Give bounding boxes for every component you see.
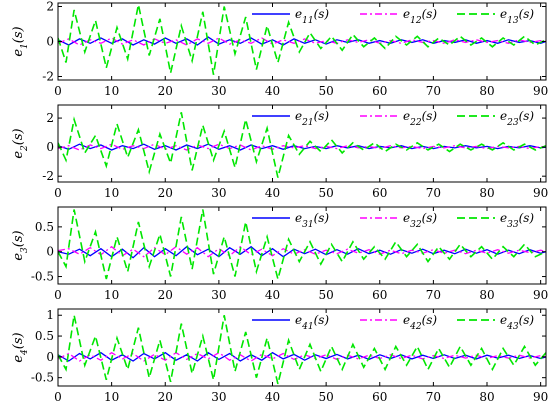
x-tick-label: 20 (158, 288, 173, 302)
legend-label-3: e13(s) (500, 7, 534, 26)
plot-area (58, 207, 546, 284)
x-tick-label: 0 (54, 186, 62, 200)
x-tick-label: 80 (479, 288, 494, 302)
x-tick-label: 70 (426, 186, 441, 200)
legend-label-3: e43(s) (500, 313, 534, 332)
legend-label-1: e21(s) (295, 109, 329, 128)
subplot-3: 0 10 20 30 40 50 60 70 80 90-0.500.5e3(s)e31(s) e3… (11, 206, 548, 302)
x-tick-label: 10 (104, 186, 119, 200)
x-tick-label: 90 (533, 390, 548, 404)
x-tick-label: 80 (479, 84, 494, 98)
x-tick-label: 60 (372, 288, 387, 302)
y-tick-label: -0.5 (31, 270, 54, 284)
axes-box (57, 104, 547, 183)
x-tick-label: 70 (426, 84, 441, 98)
y-axis-label: e1(s) (11, 26, 30, 56)
series-line-3 (58, 209, 546, 283)
x-tick-label: 90 (533, 84, 548, 98)
x-tick-label: 20 (158, 186, 173, 200)
legend-label-3: e23(s) (500, 109, 534, 128)
y-tick-label: 2 (46, 0, 54, 14)
legend-label-1: e41(s) (295, 313, 329, 332)
y-tick-label: 0 (46, 140, 54, 154)
series-line-1 (58, 351, 546, 362)
series-line-3 (58, 315, 546, 385)
legend: e31(s) e32(s) e33(s) (252, 211, 534, 230)
y-tick-label: -2 (42, 70, 54, 84)
x-tick-label: 80 (479, 186, 494, 200)
x-tick-label: 40 (265, 288, 280, 302)
y-tick-label: 0.5 (35, 329, 54, 343)
x-tick-label: 70 (426, 390, 441, 404)
legend: e41(s) e42(s) e43(s) (252, 313, 534, 332)
x-tick-label: 30 (211, 288, 226, 302)
legend-label-2: e42(s) (403, 313, 437, 332)
series-line-3 (58, 4, 546, 75)
x-tick-label: 40 (265, 84, 280, 98)
y-tick-label: 0.5 (35, 220, 54, 234)
series-line-1 (58, 36, 546, 46)
series-line-2 (58, 37, 546, 46)
series-line-2 (58, 351, 546, 362)
x-tick-label: 50 (318, 84, 333, 98)
x-tick-label: 50 (318, 186, 333, 200)
legend-label-3: e33(s) (500, 211, 534, 230)
x-tick-label: 30 (211, 390, 226, 404)
x-tick-label: 50 (318, 288, 333, 302)
y-axis-label: e4(s) (11, 332, 30, 362)
y-tick-label: -0.5 (31, 371, 54, 385)
y-axis-label: e3(s) (11, 230, 30, 260)
y-tick-label: 0 (46, 350, 54, 364)
x-tick-label: 60 (372, 84, 387, 98)
x-tick-label: 0 (54, 390, 62, 404)
x-tick-label: 30 (211, 186, 226, 200)
y-tick-label: 0 (46, 35, 54, 49)
y-tick-label: -2 (42, 169, 54, 183)
x-tick-label: 70 (426, 288, 441, 302)
axes-box (57, 206, 547, 285)
x-tick-label: 10 (104, 288, 119, 302)
x-tick-label: 40 (265, 390, 280, 404)
y-tick-label: 1 (46, 308, 54, 322)
legend: e21(s) e22(s) e23(s) (252, 109, 534, 128)
series-line-2 (58, 143, 546, 151)
y-tick-label: 0 (46, 245, 54, 259)
x-tick-label: 30 (211, 84, 226, 98)
plot-area (58, 309, 546, 386)
y-tick-label: 2 (46, 111, 54, 125)
x-tick-label: 50 (318, 390, 333, 404)
x-tick-label: 0 (54, 84, 62, 98)
x-tick-label: 10 (104, 84, 119, 98)
series-line-1 (58, 143, 546, 151)
legend-label-1: e31(s) (295, 211, 329, 230)
x-tick-label: 20 (158, 84, 173, 98)
x-tick-label: 90 (533, 288, 548, 302)
x-tick-label: 90 (533, 186, 548, 200)
legend-label-2: e32(s) (403, 211, 437, 230)
x-tick-label: 0 (54, 288, 62, 302)
x-tick-label: 40 (265, 186, 280, 200)
legend: e11(s) e12(s) e13(s) (252, 7, 534, 26)
plot-area (58, 105, 546, 182)
legend-label-2: e22(s) (403, 109, 437, 128)
x-tick-label: 80 (479, 390, 494, 404)
y-axis-label: e2(s) (11, 128, 30, 158)
series-line-1 (58, 245, 546, 259)
series-line-2 (58, 245, 546, 258)
axes-box (57, 308, 547, 387)
x-tick-label: 60 (372, 390, 387, 404)
legend-label-2: e12(s) (403, 7, 437, 26)
legend-label-1: e11(s) (295, 7, 329, 26)
series-line-3 (58, 112, 546, 178)
x-tick-label: 10 (104, 390, 119, 404)
x-tick-label: 20 (158, 390, 173, 404)
x-tick-label: 60 (372, 186, 387, 200)
